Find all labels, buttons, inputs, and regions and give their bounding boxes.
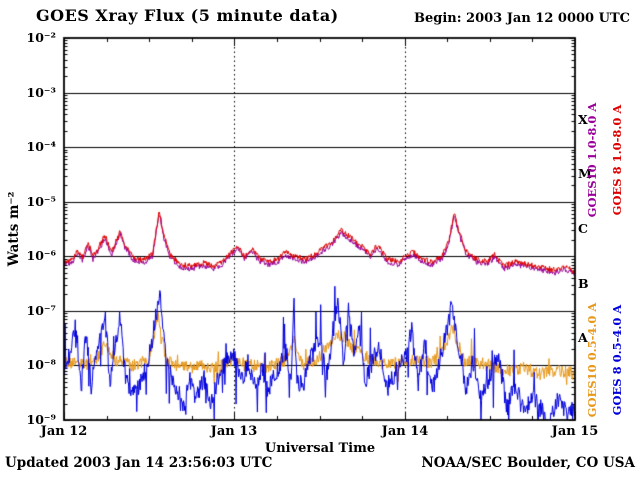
y-tick-label: 10⁻⁶ — [26, 248, 56, 263]
credit-label: NOAA/SEC Boulder, CO USA — [421, 455, 635, 471]
flare-class-x-label: X — [578, 112, 588, 127]
y-tick-label: 10⁻⁷ — [26, 303, 56, 318]
begin-time-label: Begin: 2003 Jan 12 0000 UTC — [413, 11, 630, 26]
series-label-goes10-long: GOES10 1.0-8.0 A — [585, 102, 599, 218]
updated-timestamp: Updated 2003 Jan 14 23:56:03 UTC — [5, 455, 273, 471]
x-axis-label: Universal Time — [264, 441, 376, 456]
x-tick-label: Jan 13 — [210, 424, 258, 439]
series-label-goes10-short: GOES10 0.5-4.0 A — [585, 302, 599, 418]
flare-class-a-label: A — [578, 330, 588, 345]
y-tick-label: 10⁻⁵ — [26, 194, 56, 209]
x-tick-label: Jan 14 — [381, 424, 429, 439]
y-tick-label: 10⁻³ — [26, 85, 56, 100]
chart-title: GOES Xray Flux (5 minute data) — [36, 6, 339, 25]
flare-class-m-label: M — [578, 166, 592, 181]
y-tick-label: 10⁻⁴ — [26, 139, 56, 154]
x-tick-label: Jan 15 — [551, 424, 599, 439]
x-tick-label: Jan 12 — [40, 424, 88, 439]
y-tick-label: 10⁻⁸ — [26, 357, 56, 372]
flare-class-c-label: C — [578, 221, 588, 236]
series-label-goes8-short: GOES 8 0.5-4.0 A — [610, 304, 624, 416]
y-tick-label: 10⁻⁹ — [26, 412, 56, 427]
flare-class-b-label: B — [578, 276, 589, 291]
y-tick-label: 10⁻² — [26, 30, 56, 45]
series-label-goes8-long: GOES 8 1.0-8.0 A — [610, 104, 624, 216]
